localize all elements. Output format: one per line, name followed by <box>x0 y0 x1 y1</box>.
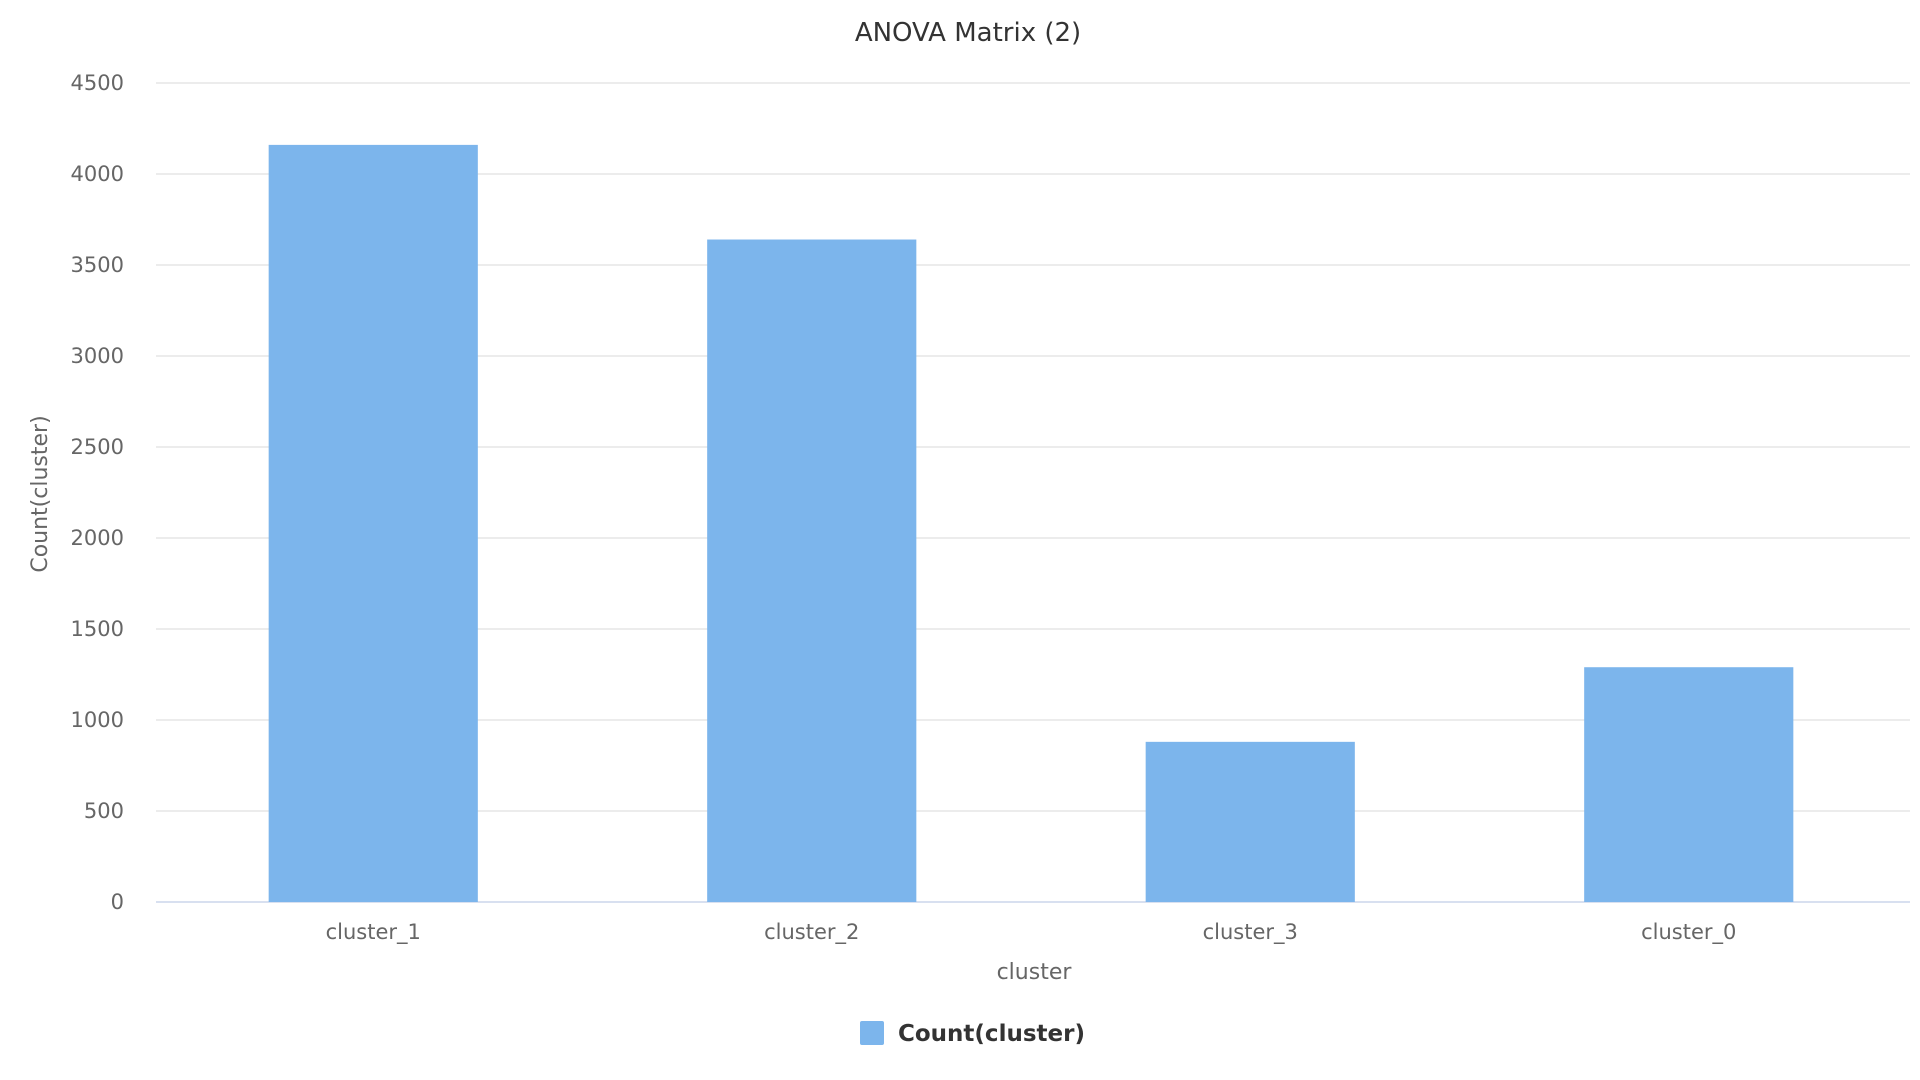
x-tick-label: cluster_1 <box>326 920 421 945</box>
y-tick-label: 2500 <box>71 435 124 459</box>
x-axis-title: cluster <box>997 960 1073 985</box>
x-tick-label: cluster_3 <box>1203 920 1298 945</box>
y-tick-label: 4500 <box>71 71 124 95</box>
y-tick-label: 2000 <box>71 526 124 550</box>
x-axis-ticks: cluster_1 cluster_2 cluster_3 cluster_0 <box>326 920 1737 945</box>
bar-cluster_2[interactable] <box>707 239 917 902</box>
x-tick-label: cluster_0 <box>1641 920 1736 945</box>
y-tick-label: 500 <box>84 799 124 823</box>
y-tick-label: 4000 <box>71 162 124 186</box>
y-tick-label: 1500 <box>71 617 124 641</box>
legend-label: Count(cluster) <box>898 1021 1085 1047</box>
bar-cluster_0[interactable] <box>1584 667 1794 902</box>
x-tick-label: cluster_2 <box>764 920 859 945</box>
legend[interactable]: Count(cluster) <box>860 1021 1085 1047</box>
y-tick-label: 0 <box>111 890 124 914</box>
chart-title: ANOVA Matrix (2) <box>855 18 1081 48</box>
bar-cluster_1[interactable] <box>268 144 478 902</box>
y-tick-label: 1000 <box>71 708 124 732</box>
y-tick-label: 3000 <box>71 344 124 368</box>
bars <box>268 144 1794 902</box>
bar-cluster_3[interactable] <box>1145 741 1355 902</box>
legend-swatch <box>860 1021 884 1045</box>
y-axis-title: Count(cluster) <box>28 415 53 572</box>
y-axis-ticks: 0 500 1000 1500 2000 2500 3000 3500 4000 4500 <box>71 71 124 914</box>
y-tick-label: 3500 <box>71 253 124 277</box>
